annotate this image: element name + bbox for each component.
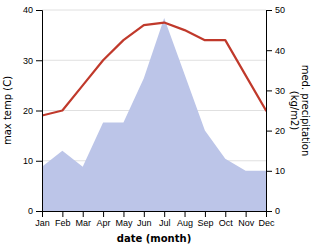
tick: Jan [35,211,50,228]
tick-label: 40 [275,46,285,56]
tick-mark [266,50,272,51]
tick-label: 0 [28,206,33,216]
tick-label: 10 [23,156,33,166]
tick: Mar [75,211,91,228]
tick-mark [266,131,272,132]
tick-mark [62,211,63,217]
tick: Nov [238,211,255,228]
tick-label: 40 [23,5,33,15]
marks [42,18,266,211]
tick: Aug [177,211,193,228]
tick: 30 [266,86,285,96]
grid [42,10,266,211]
axis-line [36,11,43,212]
tick-mark [144,211,145,217]
tick-label: Sep [197,218,213,228]
tick-label: Apr [97,218,111,228]
tick: 20 [23,106,42,116]
tick-mark [164,211,165,217]
y2-axis: 0 10 20 30 40 50 [266,5,285,216]
tick-label: Feb [55,218,71,228]
precipitation-area [42,18,266,211]
tick: 40 [266,46,285,56]
tick-label: 30 [23,56,33,66]
tick-mark [36,111,42,112]
tick-label: Nov [238,218,255,228]
tick-mark [36,10,42,11]
tick-label: 10 [275,166,285,176]
tick-mark [123,211,124,217]
x-axis: Jan Feb Mar Apr May Jun Jul Aug Sep Oct NovDec [35,211,275,228]
tick: Apr [97,211,111,228]
tick-label: Jul [159,218,171,228]
tick-label: Mar [75,218,91,228]
tick: Oct [219,211,234,228]
tick-mark [103,211,104,217]
tick: Dec [258,211,275,228]
tick-mark [205,211,206,217]
plot-area: JanFebMarAprMayJunJulAugSepOctNovDec0102… [23,5,285,228]
tick-label: 20 [275,126,285,136]
tick-label: 30 [275,86,285,96]
tick-mark [36,60,42,61]
tick-mark [266,171,272,172]
tick: 0 [28,206,42,216]
tick-mark [246,211,247,217]
tick-label: Dec [258,218,275,228]
y2-axis-title-line: (kg/m2) [289,91,300,131]
tick-label: Oct [219,218,234,228]
tick-label: May [115,218,133,228]
tick-label: Jan [35,218,50,228]
tick-mark [83,211,84,217]
tick: Jul [159,211,171,228]
tick: Jun [137,211,152,228]
tick-mark [266,90,272,91]
tick: 10 [266,166,285,176]
tick: Feb [55,211,71,228]
tick-mark [185,211,186,217]
chart: JanFebMarAprMayJunJulAugSepOctNovDec0102… [0,0,318,247]
y-axis-title: max temp (C) [2,76,13,145]
axis-line [43,212,267,218]
x-axis-title: date (month) [117,233,191,244]
tick-mark [225,211,226,217]
tick-label: 0 [275,206,280,216]
y-axis: 0 10 20 30 40 [23,5,43,216]
tick-label: 20 [23,106,33,116]
y2-axis-title-line: med. precipitation [300,65,311,157]
tick: 50 [266,5,285,15]
tick: 10 [23,156,42,166]
tick-mark [266,211,272,212]
tick-label: Aug [177,218,193,228]
temperature-line [42,23,266,116]
tick: 30 [23,56,42,66]
tick-label: Jun [137,218,152,228]
axis-line [267,11,273,212]
tick-mark [36,211,42,212]
tick-label: 50 [275,5,285,15]
tick: 0 [266,206,280,216]
tick-mark [36,161,42,162]
tick-mark [266,10,272,11]
tick: 20 [266,126,285,136]
tick: Sep [197,211,213,228]
tick: May [115,211,133,228]
y2-axis-title: med. precipitation(kg/m2) [289,65,311,157]
grid-line [42,10,266,11]
tick: 40 [23,5,42,15]
